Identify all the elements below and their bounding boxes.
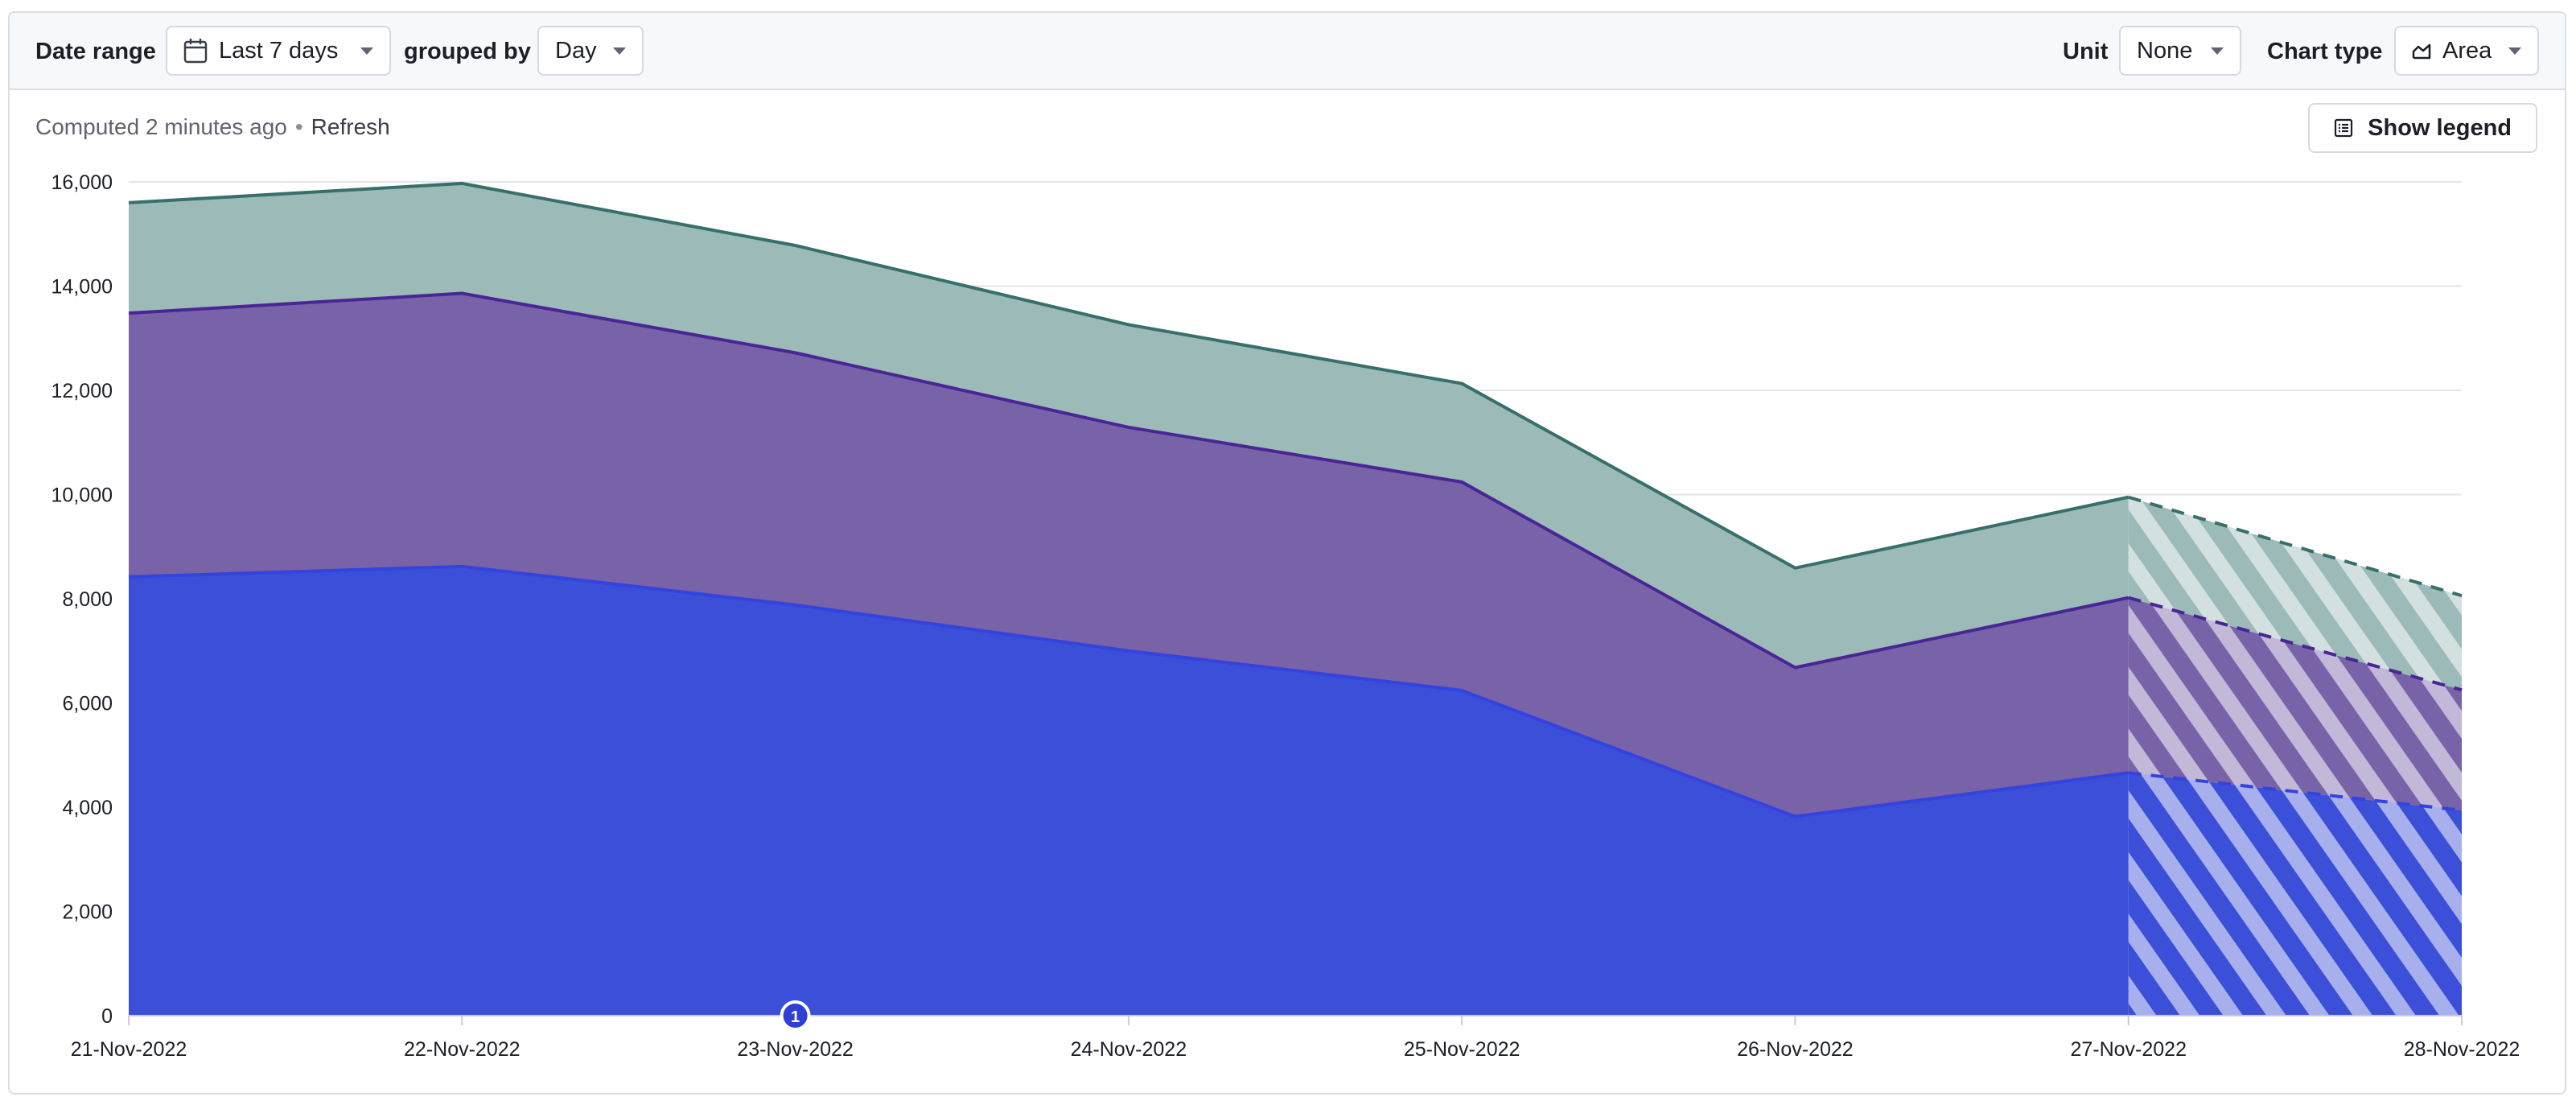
annotation-count[interactable]: 1 [791, 1008, 800, 1026]
chevron-down-icon [2211, 47, 2224, 55]
y-tick-label: 14,000 [51, 276, 113, 299]
annotation-marker [780, 1000, 811, 1031]
series-1-line [128, 564, 2129, 818]
date-range-select[interactable]: Last 7 days [166, 26, 391, 76]
grouped-by-label: grouped by [404, 39, 531, 64]
x-tick-label: 26-Nov-2022 [1737, 1038, 1854, 1061]
computed-text: Computed 2 minutes ago [35, 114, 287, 139]
legend-list-icon [2334, 118, 2353, 138]
y-tick-label: 6,000 [62, 693, 113, 715]
y-tick-label: 10,000 [51, 484, 113, 507]
chevron-down-icon [613, 47, 626, 55]
insight-toolbar: Date range Last 7 days grouped by Day Un… [10, 13, 2565, 90]
series-3-area [129, 183, 2129, 668]
series-2-hatch [2128, 597, 2462, 810]
date-range-value: Last 7 days [219, 37, 339, 64]
series-3-line [128, 181, 2130, 570]
computed-status: Computed 2 minutes ago • Refresh [35, 114, 390, 140]
chart-type-value: Area [2442, 37, 2492, 64]
x-tick-label: 24-Nov-2022 [1071, 1038, 1187, 1061]
unit-select[interactable]: None [2119, 26, 2241, 76]
status-separator: • [294, 114, 303, 139]
x-tick-label: 25-Nov-2022 [1404, 1038, 1520, 1061]
y-tick-label: 4,000 [62, 797, 113, 819]
chart-type-select[interactable]: Area [2394, 26, 2539, 76]
x-tick-label: 23-Nov-2022 [737, 1038, 854, 1061]
interval-value: Day [555, 37, 597, 64]
chevron-down-icon [2508, 47, 2521, 55]
show-legend-button[interactable]: Show legend [2308, 103, 2537, 153]
calendar-icon [183, 38, 208, 64]
x-tick-label: 21-Nov-2022 [71, 1038, 187, 1061]
y-tick-label: 16,000 [51, 171, 113, 194]
x-tick-label: 27-Nov-2022 [2070, 1038, 2187, 1061]
refresh-link[interactable]: Refresh [311, 114, 390, 139]
series-2-line-dashed [2128, 596, 2463, 692]
date-range-label: Date range [35, 39, 156, 64]
unit-label: Unit [2063, 39, 2109, 64]
chart-type-label: Chart type [2267, 39, 2383, 64]
chevron-down-icon [360, 47, 373, 55]
x-tick-label: 22-Nov-2022 [404, 1038, 521, 1061]
show-legend-label: Show legend [2368, 114, 2512, 141]
unit-value: None [2137, 37, 2193, 64]
y-tick-label: 0 [101, 1005, 113, 1028]
series-1-line-dashed [2128, 771, 2463, 812]
series-2-area [129, 293, 2129, 817]
interval-select[interactable]: Day [537, 26, 644, 76]
x-tick-label: 28-Nov-2022 [2404, 1038, 2520, 1061]
y-tick-label: 8,000 [62, 588, 113, 611]
y-tick-label: 2,000 [62, 901, 113, 924]
series-2-line [128, 291, 2130, 670]
area-chart-icon [2412, 42, 2431, 60]
series-1-hatch [2128, 773, 2462, 1016]
y-tick-label: 12,000 [51, 380, 113, 402]
series-3-line-dashed [2128, 495, 2463, 598]
series-1-area [129, 566, 2129, 1016]
series-3-hatch [2128, 497, 2462, 691]
